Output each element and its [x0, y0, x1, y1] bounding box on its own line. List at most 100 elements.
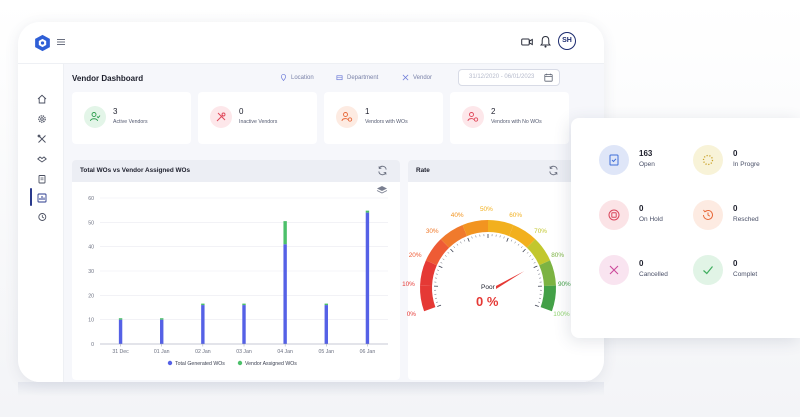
- stat-card-active-vendors[interactable]: 3 Active Vendors: [72, 92, 191, 144]
- clipboard-check-icon: [609, 154, 619, 166]
- bar-total-generated-wos[interactable]: [283, 244, 287, 344]
- bar-total-generated-wos[interactable]: [118, 319, 123, 344]
- stat-card-vendors-with-wos[interactable]: 1 Vendors with WOs: [324, 92, 443, 144]
- date-range-picker[interactable]: 31/12/2020 - 06/01/2023: [458, 69, 560, 86]
- pause-circle-icon: [608, 209, 620, 221]
- bar-total-generated-wos[interactable]: [160, 319, 164, 344]
- gauge-tick-label: 100%: [553, 310, 570, 318]
- legend-label[interactable]: Total Generated WOs: [175, 361, 225, 367]
- gauge-tick: [522, 248, 526, 253]
- gauge-tick: [534, 304, 539, 307]
- location-filter-label: Location: [291, 75, 314, 82]
- legend-label[interactable]: Vendor Assigned WOs: [245, 361, 297, 367]
- gauge-tick: [437, 269, 440, 271]
- bar-vendor-assigned-wos[interactable]: [283, 221, 287, 245]
- stat-icon-circle: [336, 106, 358, 128]
- stat-card-vendors-no-wos[interactable]: 2 Vendors with No WOs: [450, 92, 569, 144]
- location-filter[interactable]: Location: [280, 74, 314, 81]
- video-camera-icon[interactable]: [521, 37, 533, 47]
- layers-icon[interactable]: [376, 186, 388, 194]
- vendor-filter-label: Vendor: [413, 75, 433, 82]
- bar-chart-panel: Total WOs vs Vendor Assigned WOs 0 10 20 30…: [72, 160, 400, 380]
- gauge-segment: [420, 285, 436, 312]
- menu-icon[interactable]: [56, 37, 66, 47]
- bar-total-generated-wos[interactable]: [242, 305, 246, 344]
- bar-total-generated-wos[interactable]: [365, 212, 370, 344]
- gauge-tick-label: 40%: [450, 211, 464, 219]
- spinner-icon: [702, 154, 714, 166]
- bar-vendor-assigned-wos[interactable]: [160, 318, 164, 320]
- gauge-tick: [538, 273, 541, 275]
- bar-chart-title: Total WOs vs Vendor Assigned WOs: [80, 167, 191, 174]
- wo-label: In Progre: [733, 161, 760, 168]
- history-icon[interactable]: [37, 212, 47, 222]
- department-filter[interactable]: Department: [336, 74, 378, 81]
- wo-icon-circle: [693, 255, 723, 285]
- wo-label: Cancelled: [639, 271, 668, 278]
- tools-icon[interactable]: [37, 134, 47, 144]
- wo-item-completed[interactable]: 0 Complet: [693, 252, 800, 292]
- gauge-tick-label: 20%: [408, 252, 422, 260]
- clock-reset-icon: [703, 209, 713, 220]
- bar-vendor-assigned-wos[interactable]: [118, 318, 123, 320]
- bar-chart: 0 10 20 30 40 50 60 31 Dec 01 Jan 02 Jan 03 Jan 04 …: [88, 186, 388, 367]
- user-avatar[interactable]: SH: [558, 32, 576, 50]
- gauge-tick: [467, 237, 470, 242]
- wo-value: 0: [733, 149, 738, 158]
- gauge-tick: [506, 237, 509, 242]
- bar-total-generated-wos[interactable]: [324, 305, 328, 344]
- bar-vendor-assigned-wos[interactable]: [242, 303, 246, 306]
- user-gear-off-icon: [467, 112, 479, 122]
- gauge-tick-label: 60%: [509, 211, 523, 219]
- panel-header: Rate: [408, 160, 604, 182]
- main-content: Vendor Dashboard Location Department Ven…: [64, 64, 604, 382]
- y-tick-label: 30: [88, 269, 94, 275]
- refresh-icon[interactable]: [548, 165, 559, 176]
- wo-item-on-hold[interactable]: 0 On Hold: [599, 197, 709, 237]
- wo-item-in-progress[interactable]: 0 In Progre: [693, 142, 800, 182]
- gear-icon[interactable]: [37, 114, 47, 124]
- stat-value: 1: [365, 107, 370, 116]
- refresh-icon[interactable]: [377, 165, 388, 176]
- clipboard-icon[interactable]: [37, 174, 47, 184]
- gauge-tick: [447, 251, 450, 254]
- bar-chart-icon[interactable]: [37, 193, 47, 203]
- bar-vendor-assigned-wos[interactable]: [201, 303, 205, 306]
- gauge-tick-label: 0%: [406, 310, 416, 318]
- bar-vendor-assigned-wos[interactable]: [324, 303, 328, 306]
- wo-label: Open: [639, 161, 655, 168]
- bar-total-generated-wos[interactable]: [201, 305, 205, 344]
- stat-card-inactive-vendors[interactable]: 0 Inactive Vendors: [198, 92, 317, 144]
- check-mark-icon: [703, 266, 713, 275]
- wo-item-open[interactable]: 163 Open: [599, 142, 709, 182]
- bar-vendor-assigned-wos[interactable]: [365, 210, 370, 213]
- gauge-tick: [520, 246, 523, 249]
- gauge-tick: [536, 269, 539, 271]
- stat-label: Active Vendors: [113, 119, 148, 125]
- gauge-tick: [517, 243, 520, 246]
- bell-icon[interactable]: [540, 35, 551, 48]
- vendor-filter[interactable]: Vendor: [402, 74, 432, 81]
- gauge-tick: [460, 241, 462, 244]
- legend-swatch[interactable]: [237, 360, 243, 366]
- top-bar: SH: [18, 22, 604, 64]
- calendar-icon[interactable]: [544, 73, 553, 82]
- handshake-icon[interactable]: [37, 154, 47, 164]
- brand-logo-icon[interactable]: [34, 34, 51, 52]
- location-pin-icon: [280, 74, 287, 81]
- sidebar-active-indicator: [30, 188, 32, 206]
- wo-value: 0: [639, 259, 644, 268]
- gauge-tick: [531, 258, 534, 260]
- y-tick-label: 20: [88, 293, 94, 299]
- x-tick-label: 02 Jan: [195, 349, 211, 355]
- wo-item-rescheduled[interactable]: 0 Resched: [693, 197, 800, 237]
- panel-header: Total WOs vs Vendor Assigned WOs: [72, 160, 400, 182]
- x-tick-label: 01 Jan: [154, 349, 170, 355]
- legend-swatch[interactable]: [167, 360, 173, 366]
- vendor-icon: [402, 74, 409, 81]
- home-icon[interactable]: [37, 94, 47, 104]
- gauge-segment: [540, 285, 556, 312]
- wo-value: 163: [639, 149, 653, 158]
- wo-item-cancelled[interactable]: 0 Cancelled: [599, 252, 709, 292]
- work-order-status-card: 163 Open 0 In Progre 0 On Hold: [571, 118, 800, 338]
